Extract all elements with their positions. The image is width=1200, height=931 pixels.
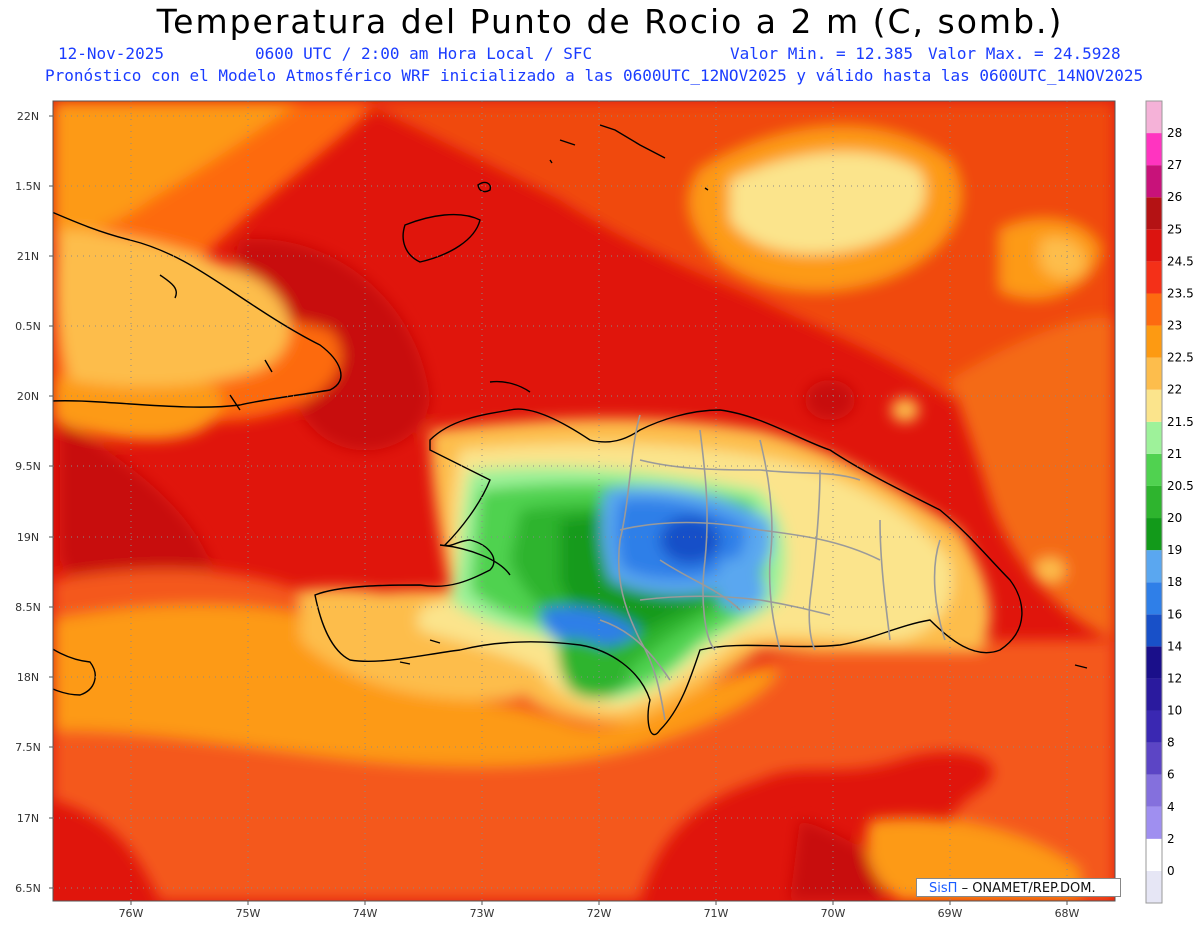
colorbar-label: 21 — [1167, 447, 1182, 461]
forecast-info: Pronóstico con el Modelo Atmosférico WRF… — [45, 66, 1144, 85]
lat-label: 20N — [17, 390, 39, 403]
lat-label: 19N — [17, 531, 39, 544]
colorbar-swatch — [1146, 678, 1162, 711]
credit-text: – ONAMET/REP.DOM. — [961, 881, 1096, 896]
colorbar-swatch — [1146, 421, 1162, 454]
colorbar-swatch — [1146, 357, 1162, 390]
colorbar-swatch — [1146, 325, 1162, 358]
colorbar-label: 0 — [1167, 864, 1175, 878]
dewpoint-field — [53, 101, 1115, 901]
colorbar-label: 8 — [1167, 736, 1175, 750]
colorbar-label: 22.5 — [1167, 351, 1194, 365]
colorbar-label: 14 — [1167, 639, 1182, 653]
lat-label: 9.5N — [15, 460, 41, 473]
lat-label: 21N — [17, 250, 39, 263]
colorbar-swatch — [1146, 133, 1162, 166]
lat-label: 17N — [17, 812, 39, 825]
colorbar-swatch — [1146, 870, 1162, 903]
colorbar-swatch — [1146, 101, 1162, 134]
colorbar-label: 4 — [1167, 800, 1175, 814]
colorbar-swatch — [1146, 453, 1162, 486]
lon-label: 68W — [1055, 907, 1080, 920]
lon-label: 72W — [587, 907, 612, 920]
lat-axis: 22N 1.5N 21N 0.5N 20N 9.5N 19N 8.5N 18N … — [15, 110, 41, 895]
colorbar-swatch — [1146, 293, 1162, 326]
lat-label: 22N — [17, 110, 39, 123]
map-panel: 22N 1.5N 21N 0.5N 20N 9.5N 19N 8.5N 18N … — [0, 90, 1200, 927]
colorbar-swatch — [1146, 710, 1162, 743]
colorbar-label: 10 — [1167, 704, 1182, 718]
colorbar-swatch — [1146, 550, 1162, 583]
lon-label: 76W — [119, 907, 144, 920]
colorbar-label: 27 — [1167, 158, 1182, 172]
colorbar-swatch — [1146, 742, 1162, 775]
colorbar-label: 26 — [1167, 190, 1182, 204]
lat-label: 18N — [17, 671, 39, 684]
min-value: Valor Min. = 12.385 — [730, 44, 914, 63]
colorbar-label: 23.5 — [1167, 286, 1194, 300]
colorbar-swatch — [1146, 165, 1162, 198]
colorbar-label: 16 — [1167, 607, 1182, 621]
colorbar-label: 22 — [1167, 383, 1182, 397]
lat-label: 7.5N — [15, 741, 41, 754]
lon-label: 70W — [821, 907, 846, 920]
map-frame — [52, 100, 1116, 902]
colorbar-swatch — [1146, 229, 1162, 262]
colorbar-swatch — [1146, 774, 1162, 807]
lon-label: 75W — [236, 907, 261, 920]
colorbar-swatch — [1146, 838, 1162, 871]
lon-label: 73W — [470, 907, 495, 920]
colorbar-label: 23 — [1167, 319, 1182, 333]
colorbar-label: 18 — [1167, 575, 1182, 589]
colorbar-swatch — [1146, 646, 1162, 679]
lon-label: 71W — [704, 907, 729, 920]
lat-label: 1.5N — [15, 180, 41, 193]
colorbar-label: 2 — [1167, 832, 1175, 846]
colorbar-swatch — [1146, 614, 1162, 647]
lon-axis: 76W 75W 74W 73W 72W 71W 70W 69W 68W — [119, 907, 1080, 920]
colorbar-swatch — [1146, 806, 1162, 839]
colorbar-swatch — [1146, 582, 1162, 615]
lat-label: 8.5N — [15, 601, 41, 614]
lat-label: 6.5N — [15, 882, 41, 895]
province-borders — [599, 414, 946, 721]
colorbar-swatch — [1146, 485, 1162, 519]
colorbar-label: 24.5 — [1167, 254, 1194, 268]
lon-label: 69W — [938, 907, 963, 920]
graticule — [53, 101, 1115, 901]
valid-date: 12-Nov-2025 — [58, 44, 164, 63]
colorbar-swatch — [1146, 261, 1162, 294]
max-value: Valor Max. = 24.5928 — [928, 44, 1121, 63]
coastlines — [53, 124, 1088, 736]
colorbar-swatch — [1146, 389, 1162, 422]
colorbar: 0 2 4 6 8 10 12 14 16 18 19 20 20.5 21 21.5 22 22.5 23 23.… — [1145, 100, 1194, 904]
colorbar-label: 20.5 — [1167, 479, 1194, 493]
colorbar-swatch — [1146, 197, 1162, 230]
colorbar-frame — [1145, 100, 1163, 904]
colorbar-label: 25 — [1167, 222, 1182, 236]
credit-box: SisΠ – ONAMET/REP.DOM. — [916, 878, 1121, 897]
colorbar-label: 6 — [1167, 768, 1175, 782]
lon-label: 74W — [353, 907, 378, 920]
lat-label: 0.5N — [15, 320, 41, 333]
colorbar-label: 12 — [1167, 671, 1182, 685]
colorbar-swatch — [1146, 518, 1162, 551]
colorbar-label: 20 — [1167, 511, 1182, 525]
valid-time: 0600 UTC / 2:00 am Hora Local / SFC — [255, 44, 593, 63]
colorbar-label: 19 — [1167, 543, 1182, 557]
colorbar-label: 21.5 — [1167, 415, 1194, 429]
map-title: Temperatura del Punto de Rocio a 2 m (C,… — [156, 2, 1064, 41]
colorbar-label: 28 — [1167, 126, 1182, 140]
sispi-logo: SisΠ — [929, 881, 958, 896]
